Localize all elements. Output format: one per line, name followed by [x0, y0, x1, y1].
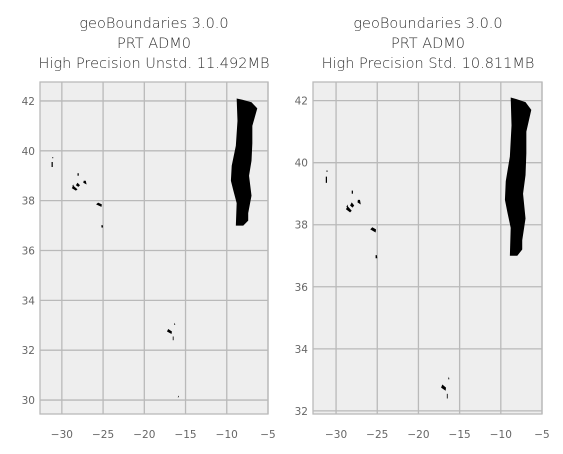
- x-tick-label: −20: [407, 429, 429, 441]
- y-tick-label: 42: [295, 96, 308, 108]
- map-panel: geoBoundaries 3.0.0 PRT ADM0 High Precisio…: [22, 16, 276, 441]
- x-tick-label: −30: [51, 429, 73, 441]
- panel-title: geoBoundaries 3.0.0: [79, 16, 228, 32]
- y-tick-label: 38: [22, 196, 35, 208]
- panel-title: PRT ADM0: [117, 36, 191, 52]
- y-tick-label: 40: [295, 158, 308, 170]
- y-tick-label: 30: [22, 395, 35, 407]
- y-tick-label: 36: [295, 282, 309, 294]
- y-tick-label: 36: [22, 245, 36, 257]
- x-tick-label: −20: [133, 429, 155, 441]
- y-tick-label: 38: [295, 220, 308, 232]
- plot-area: [39, 81, 269, 415]
- x-tick-label: −15: [449, 429, 471, 441]
- y-tick-label: 32: [22, 345, 35, 357]
- map-panel: geoBoundaries 3.0.0 PRT ADM0 High Precisio…: [295, 16, 550, 441]
- panel-title: PRT ADM0: [391, 36, 465, 52]
- y-tick-label: 34: [295, 344, 309, 356]
- panel-title: geoBoundaries 3.0.0: [353, 16, 502, 32]
- x-tick-label: −25: [92, 429, 114, 441]
- y-tick-label: 42: [22, 96, 35, 108]
- x-tick-label: −25: [366, 429, 388, 441]
- y-tick-label: 34: [22, 295, 36, 307]
- x-tick-label: −5: [534, 429, 549, 441]
- y-tick-label: 32: [295, 406, 308, 418]
- x-tick-label: −30: [325, 429, 347, 441]
- x-tick-label: −10: [216, 429, 238, 441]
- y-tick-label: 40: [22, 146, 35, 158]
- x-tick-label: −5: [260, 429, 275, 441]
- panel-title: High Precision Std. 10.811MB: [322, 56, 535, 72]
- plot-area: [312, 81, 543, 415]
- panel-title: High Precision Unstd. 11.492MB: [39, 56, 270, 72]
- x-tick-label: −15: [174, 429, 196, 441]
- x-tick-label: −10: [490, 429, 512, 441]
